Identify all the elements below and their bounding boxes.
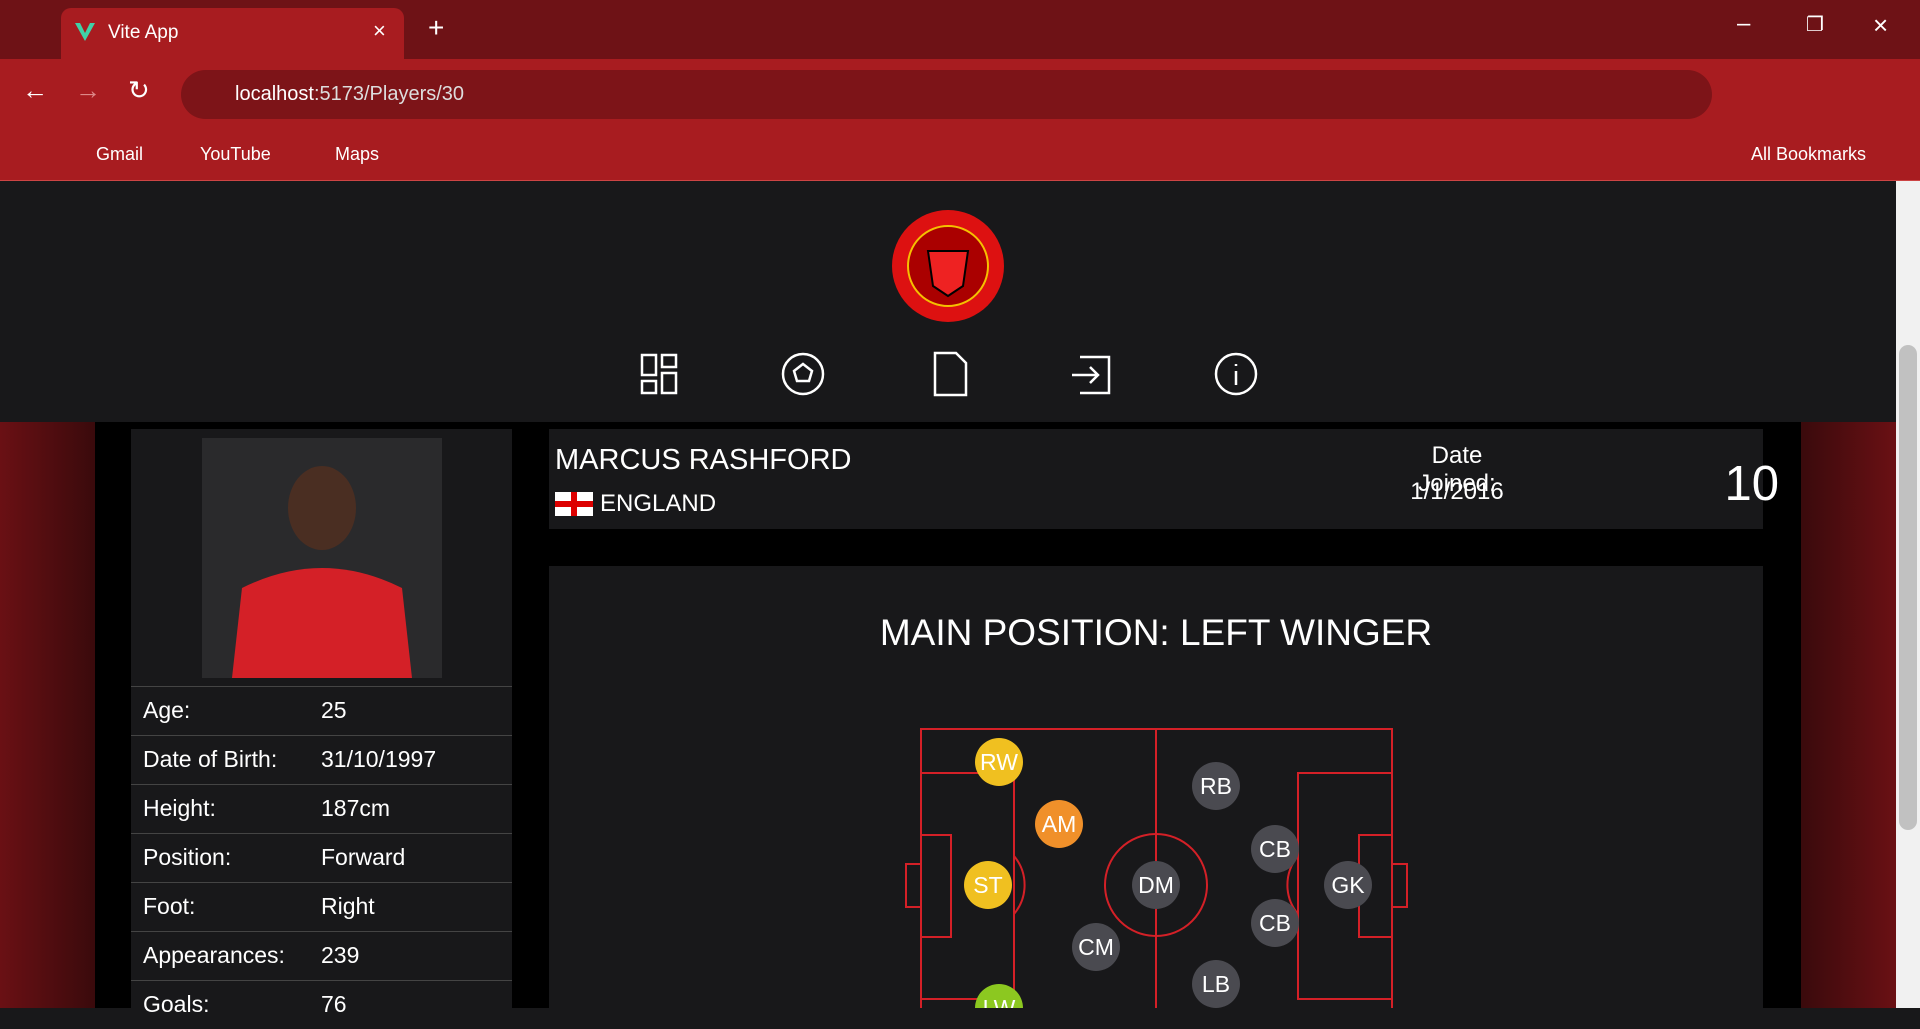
stat-label: Date of Birth: xyxy=(143,746,278,772)
toolbar: ← → ↻ localhost:5173/Players/30 xyxy=(0,59,1920,129)
position-dot xyxy=(975,738,1023,786)
position-dot xyxy=(1192,762,1240,810)
nav-dashboard[interactable] xyxy=(640,353,678,395)
nav-login[interactable] xyxy=(1072,355,1111,395)
position-dot xyxy=(1072,923,1120,971)
position-label: CM xyxy=(1078,934,1114,960)
position-card: MAIN POSITION: LEFT WINGER RW AM ST LW CM DM R… xyxy=(549,566,1763,1008)
vite-icon xyxy=(75,23,95,41)
shirt-number: 10 xyxy=(1724,457,1779,511)
club-logo xyxy=(892,210,1004,322)
stat-row: Goals: 76 xyxy=(131,980,512,1029)
restore[interactable]: ❐ xyxy=(1806,14,1824,36)
nav-documents[interactable] xyxy=(933,351,968,397)
pitch: RW AM ST LW CM DM RB CB CB LB GK xyxy=(905,728,1408,1008)
position-node[interactable]: AM xyxy=(1035,800,1083,848)
stat-label: Age: xyxy=(143,697,191,723)
stat-row: Appearances: 239 xyxy=(131,931,512,980)
position-node[interactable]: LB xyxy=(1192,960,1240,1008)
stat-value: Right xyxy=(321,893,375,919)
position-label: GK xyxy=(1331,872,1365,898)
site-header xyxy=(0,181,1896,422)
stat-row: Height: 187cm xyxy=(131,784,512,833)
all-bookmarks[interactable]: All Bookmarks xyxy=(1751,144,1867,164)
nav-info[interactable] xyxy=(1214,352,1258,396)
flag xyxy=(555,492,593,516)
position-label: AM xyxy=(1042,811,1077,837)
position-dot xyxy=(1251,825,1299,873)
stat-row: Position: Forward xyxy=(131,833,512,882)
address-bar[interactable]: localhost:5173/Players/30 xyxy=(181,70,1712,119)
new-tab[interactable]: + xyxy=(428,12,445,43)
position-dot xyxy=(1192,960,1240,1008)
position-dot xyxy=(1324,861,1372,909)
stat-value: 239 xyxy=(321,942,360,968)
stat-row: Foot: Right xyxy=(131,882,512,931)
minimize[interactable]: – xyxy=(1737,10,1751,37)
position-node[interactable]: RB xyxy=(1192,762,1240,810)
back[interactable]: ← xyxy=(22,75,48,105)
stat-label: Height: xyxy=(143,795,216,821)
stat-label: Goals: xyxy=(143,991,210,1017)
url-host: localhost xyxy=(235,83,314,105)
scroll-thumb[interactable] xyxy=(1899,345,1917,830)
stat-value: 31/10/1997 xyxy=(321,746,437,772)
bookmarks-bar: Gmail YouTube Maps All Bookmarks xyxy=(0,129,1920,181)
reload[interactable]: ↻ xyxy=(128,75,150,105)
position-dot xyxy=(1251,899,1299,947)
stat-label: Position: xyxy=(143,844,232,870)
position-dot xyxy=(975,984,1023,1008)
position-label: LB xyxy=(1202,971,1230,997)
stat-value: Forward xyxy=(321,844,406,870)
country: ENGLAND xyxy=(600,490,717,517)
stat-value: 187cm xyxy=(321,795,391,821)
forward[interactable]: → xyxy=(75,75,101,105)
nav-icons xyxy=(640,351,1258,397)
position-label: DM xyxy=(1138,872,1174,898)
date-joined: 1/1/2016 xyxy=(1410,478,1504,505)
bookmark[interactable]: YouTube xyxy=(200,144,271,164)
position-label: LW xyxy=(983,995,1016,1008)
bookmark[interactable]: Gmail xyxy=(96,144,144,164)
player-photo xyxy=(202,438,442,678)
tab-title: Vite App xyxy=(108,22,179,43)
position-label: CB xyxy=(1259,910,1291,936)
position-label: RB xyxy=(1200,773,1232,799)
position-node[interactable]: ST xyxy=(964,861,1012,909)
stat-row: Date of Birth: 31/10/1997 xyxy=(131,735,512,784)
player-header: MARCUS RASHFORD ENGLAND Date Joined: 1/1… xyxy=(549,429,1779,529)
position-node[interactable]: GK xyxy=(1324,861,1372,909)
stat-label: Foot: xyxy=(143,893,196,919)
player-name: MARCUS RASHFORD xyxy=(555,444,852,476)
position-node[interactable]: CB xyxy=(1251,825,1299,873)
position-node[interactable]: RW xyxy=(975,738,1023,786)
date-joined-label: Date Joined: xyxy=(1418,442,1496,497)
url-path: :5173/Players/30 xyxy=(313,83,465,105)
position-label: ST xyxy=(973,872,1002,898)
position-label: CB xyxy=(1259,836,1291,862)
bookmark[interactable]: Maps xyxy=(335,144,380,164)
stat-value: 25 xyxy=(321,697,347,723)
nav-players[interactable] xyxy=(781,352,825,396)
position-node[interactable]: LW xyxy=(975,984,1023,1008)
stat-label: Appearances: xyxy=(143,942,285,968)
tab[interactable]: Vite App × xyxy=(61,8,404,59)
position-node[interactable]: DM xyxy=(1132,861,1180,909)
position-node[interactable]: CB xyxy=(1251,899,1299,947)
position-label: RW xyxy=(980,749,1018,775)
player-card: Age: 25 Date of Birth: 31/10/1997 Height: 187… xyxy=(131,429,512,1017)
position-node[interactable]: CM xyxy=(1072,923,1120,971)
stat-row: Age: 25 xyxy=(131,686,512,735)
position-dot xyxy=(964,861,1012,909)
close[interactable]: × xyxy=(1873,10,1889,40)
position-dot xyxy=(1132,861,1180,909)
position-dot xyxy=(1035,800,1083,848)
tab-close[interactable]: × xyxy=(373,18,386,43)
stat-value: 76 xyxy=(321,991,347,1017)
position-title: MAIN POSITION: LEFT WINGER xyxy=(879,612,1433,653)
tab-strip: Vite App × + – ❐ × xyxy=(0,0,1920,59)
